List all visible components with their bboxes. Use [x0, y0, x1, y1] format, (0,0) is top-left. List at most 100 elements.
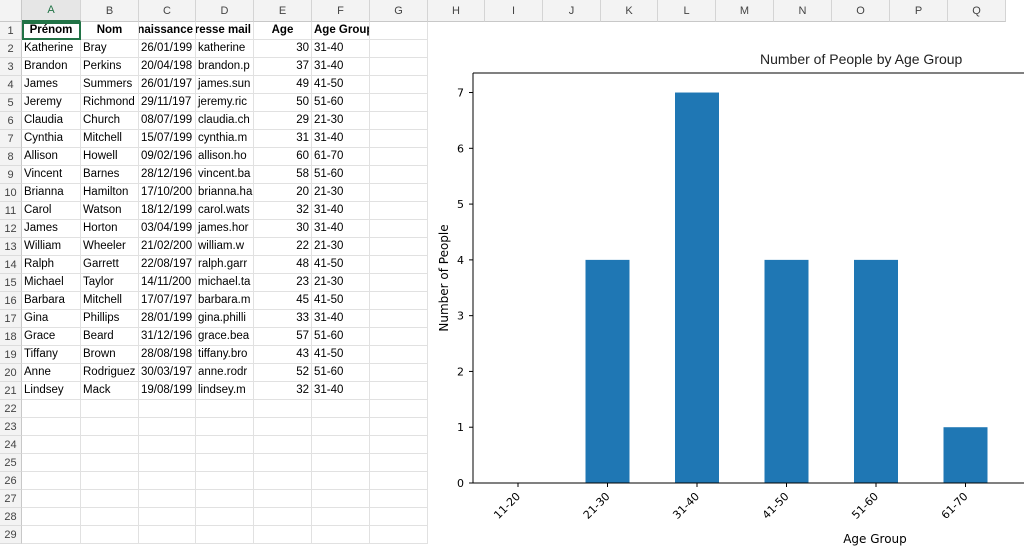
cell-c25[interactable]	[139, 454, 196, 472]
row-header-8[interactable]: 8	[0, 148, 22, 166]
cell-e1[interactable]: Age	[254, 22, 312, 40]
cell-b29[interactable]	[81, 526, 139, 544]
cell-f3[interactable]: 31-40	[312, 58, 370, 76]
cell-d20[interactable]: anne.rodr	[196, 364, 254, 382]
cell-b19[interactable]: Brown	[81, 346, 139, 364]
cell-g3[interactable]	[370, 58, 428, 76]
cell-c20[interactable]: 30/03/197	[139, 364, 196, 382]
cell-c8[interactable]: 09/02/196	[139, 148, 196, 166]
cell-d18[interactable]: grace.bea	[196, 328, 254, 346]
cell-b17[interactable]: Phillips	[81, 310, 139, 328]
cell-b11[interactable]: Watson	[81, 202, 139, 220]
cell-d22[interactable]	[196, 400, 254, 418]
cell-a2[interactable]: Katherine	[22, 40, 81, 58]
cell-d1[interactable]: Adresse mail	[196, 22, 254, 40]
row-header-23[interactable]: 23	[0, 418, 22, 436]
cell-g14[interactable]	[370, 256, 428, 274]
cell-e2[interactable]: 30	[254, 40, 312, 58]
cell-d15[interactable]: michael.ta	[196, 274, 254, 292]
cell-b7[interactable]: Mitchell	[81, 130, 139, 148]
cell-b1[interactable]: Nom	[81, 22, 139, 40]
row-header-11[interactable]: 11	[0, 202, 22, 220]
cell-g29[interactable]	[370, 526, 428, 544]
row-header-9[interactable]: 9	[0, 166, 22, 184]
cell-c17[interactable]: 28/01/199	[139, 310, 196, 328]
cell-d6[interactable]: claudia.ch	[196, 112, 254, 130]
cell-e20[interactable]: 52	[254, 364, 312, 382]
row-header-27[interactable]: 27	[0, 490, 22, 508]
cell-g10[interactable]	[370, 184, 428, 202]
cell-a23[interactable]	[22, 418, 81, 436]
cell-d12[interactable]: james.hor	[196, 220, 254, 238]
cell-d10[interactable]: brianna.ha	[196, 184, 254, 202]
cell-d8[interactable]: allison.ho	[196, 148, 254, 166]
cell-g25[interactable]	[370, 454, 428, 472]
cell-b23[interactable]	[81, 418, 139, 436]
cell-e21[interactable]: 32	[254, 382, 312, 400]
cell-b24[interactable]	[81, 436, 139, 454]
cell-f17[interactable]: 31-40	[312, 310, 370, 328]
cell-f6[interactable]: 21-30	[312, 112, 370, 130]
cell-c10[interactable]: 17/10/200	[139, 184, 196, 202]
cell-f4[interactable]: 41-50	[312, 76, 370, 94]
cell-d17[interactable]: gina.philli	[196, 310, 254, 328]
cell-c29[interactable]	[139, 526, 196, 544]
column-header-c[interactable]: C	[139, 0, 196, 22]
row-header-13[interactable]: 13	[0, 238, 22, 256]
cell-e13[interactable]: 22	[254, 238, 312, 256]
cell-b27[interactable]	[81, 490, 139, 508]
cell-d13[interactable]: william.w	[196, 238, 254, 256]
cell-d4[interactable]: james.sun	[196, 76, 254, 94]
column-header-g[interactable]: G	[370, 0, 428, 22]
row-header-16[interactable]: 16	[0, 292, 22, 310]
cell-g2[interactable]	[370, 40, 428, 58]
row-header-17[interactable]: 17	[0, 310, 22, 328]
cell-a7[interactable]: Cynthia	[22, 130, 81, 148]
cell-c18[interactable]: 31/12/196	[139, 328, 196, 346]
cell-g7[interactable]	[370, 130, 428, 148]
cell-f21[interactable]: 31-40	[312, 382, 370, 400]
cell-b12[interactable]: Horton	[81, 220, 139, 238]
cell-c26[interactable]	[139, 472, 196, 490]
cell-a19[interactable]: Tiffany	[22, 346, 81, 364]
cell-e5[interactable]: 50	[254, 94, 312, 112]
cell-a22[interactable]	[22, 400, 81, 418]
cell-d5[interactable]: jeremy.ric	[196, 94, 254, 112]
cell-g13[interactable]	[370, 238, 428, 256]
cell-g12[interactable]	[370, 220, 428, 238]
cell-d9[interactable]: vincent.ba	[196, 166, 254, 184]
cell-b22[interactable]	[81, 400, 139, 418]
row-header-15[interactable]: 15	[0, 274, 22, 292]
cell-f8[interactable]: 61-70	[312, 148, 370, 166]
cell-f26[interactable]	[312, 472, 370, 490]
cell-c11[interactable]: 18/12/199	[139, 202, 196, 220]
cell-d27[interactable]	[196, 490, 254, 508]
row-header-4[interactable]: 4	[0, 76, 22, 94]
cell-f27[interactable]	[312, 490, 370, 508]
cell-g16[interactable]	[370, 292, 428, 310]
cell-f2[interactable]: 31-40	[312, 40, 370, 58]
cell-f29[interactable]	[312, 526, 370, 544]
cell-f23[interactable]	[312, 418, 370, 436]
column-header-b[interactable]: B	[81, 0, 139, 22]
cell-f14[interactable]: 41-50	[312, 256, 370, 274]
cell-e24[interactable]	[254, 436, 312, 454]
cell-f22[interactable]	[312, 400, 370, 418]
column-header-e[interactable]: E	[254, 0, 312, 22]
column-header-q[interactable]: Q	[948, 0, 1006, 22]
cell-e19[interactable]: 43	[254, 346, 312, 364]
cell-a10[interactable]: Brianna	[22, 184, 81, 202]
cell-c16[interactable]: 17/07/197	[139, 292, 196, 310]
cell-b4[interactable]: Summers	[81, 76, 139, 94]
cell-e27[interactable]	[254, 490, 312, 508]
cell-a16[interactable]: Barbara	[22, 292, 81, 310]
cell-f5[interactable]: 51-60	[312, 94, 370, 112]
cell-g8[interactable]	[370, 148, 428, 166]
cell-a6[interactable]: Claudia	[22, 112, 81, 130]
row-header-22[interactable]: 22	[0, 400, 22, 418]
row-header-10[interactable]: 10	[0, 184, 22, 202]
cell-a8[interactable]: Allison	[22, 148, 81, 166]
cell-c1[interactable]: Date de naissance	[139, 22, 196, 40]
cell-c9[interactable]: 28/12/196	[139, 166, 196, 184]
column-header-j[interactable]: J	[543, 0, 601, 22]
